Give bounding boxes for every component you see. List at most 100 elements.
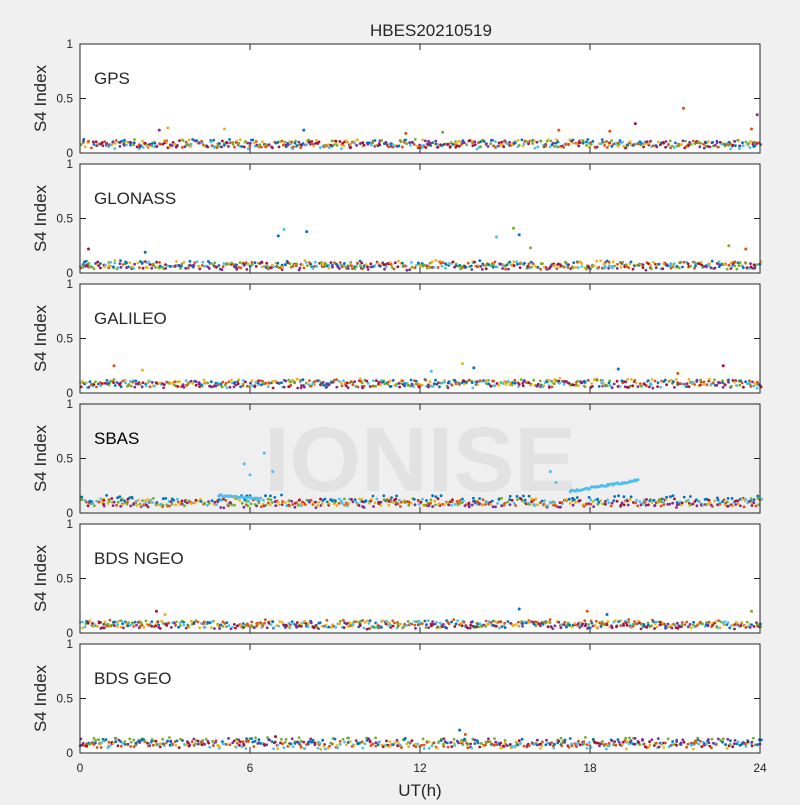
- data-point: [727, 144, 731, 147]
- data-point: [276, 500, 280, 504]
- data-point: [288, 504, 291, 508]
- data-point: [381, 619, 385, 623]
- data-point: [150, 620, 154, 624]
- plot-area: [80, 284, 760, 393]
- data-point: [216, 383, 220, 386]
- data-point: [92, 383, 96, 386]
- data-point: [178, 380, 181, 383]
- data-point: [247, 624, 250, 628]
- data-point: [622, 495, 626, 499]
- data-point: [290, 499, 294, 503]
- data-point: [575, 383, 578, 387]
- data-point: [180, 502, 184, 506]
- data-point: [708, 377, 711, 381]
- data-point: [696, 738, 700, 742]
- data-point: [567, 745, 571, 749]
- data-point: [254, 140, 258, 143]
- data-point: [462, 620, 466, 624]
- data-point: [266, 497, 270, 501]
- data-point: [351, 383, 355, 387]
- data-point-spike: [517, 233, 521, 237]
- data-point: [228, 743, 232, 747]
- data-point: [529, 260, 533, 264]
- data-point: [291, 503, 295, 506]
- data-point: [355, 138, 359, 142]
- data-point: [366, 268, 370, 271]
- data-point: [230, 503, 234, 507]
- data-point: [128, 261, 132, 264]
- data-point: [538, 747, 542, 750]
- data-point: [282, 746, 286, 750]
- data-point: [501, 267, 504, 270]
- data-point: [750, 504, 754, 507]
- data-point: [289, 623, 292, 627]
- data-point: [428, 380, 432, 384]
- data-point: [479, 145, 482, 149]
- data-point: [383, 267, 386, 271]
- data-point: [711, 381, 715, 385]
- data-point: [218, 498, 221, 502]
- data-point: [179, 737, 182, 741]
- data-point: [84, 381, 88, 385]
- data-point: [583, 619, 587, 623]
- data-point: [641, 263, 645, 267]
- data-point: [713, 143, 717, 147]
- data-point: [752, 384, 756, 388]
- data-point: [353, 380, 357, 383]
- data-point: [561, 265, 565, 268]
- data-point: [643, 625, 647, 628]
- data-point: [250, 261, 254, 264]
- data-point: [340, 501, 344, 505]
- data-point: [210, 385, 214, 389]
- data-point: [379, 383, 382, 387]
- data-point: [585, 502, 589, 506]
- data-point: [626, 503, 630, 507]
- data-point: [605, 146, 609, 149]
- data-point: [651, 144, 655, 148]
- data-point-spike: [163, 613, 167, 616]
- data-point: [119, 259, 122, 262]
- data-point: [633, 264, 636, 268]
- data-point: [327, 625, 331, 629]
- data-point: [391, 624, 395, 628]
- data-point: [103, 140, 107, 144]
- data-point: [310, 140, 314, 143]
- data-point: [202, 620, 206, 624]
- data-point: [691, 623, 695, 627]
- scatter-points: [78, 226, 763, 272]
- data-point: [708, 262, 711, 265]
- data-point: [736, 740, 740, 744]
- data-point: [747, 142, 751, 145]
- data-point: [699, 141, 703, 145]
- data-point: [304, 622, 308, 625]
- data-point: [662, 503, 666, 507]
- data-point: [372, 505, 375, 508]
- data-point: [338, 743, 342, 746]
- data-point: [738, 261, 742, 264]
- data-point: [283, 741, 287, 744]
- data-point: [729, 147, 732, 151]
- data-point: [374, 741, 378, 745]
- data-point: [685, 620, 689, 624]
- data-point: [327, 143, 330, 147]
- data-point: [272, 626, 276, 629]
- data-point: [711, 141, 715, 144]
- data-point: [531, 142, 535, 145]
- data-point: [453, 744, 457, 747]
- data-point: [668, 139, 672, 143]
- data-point: [487, 382, 491, 386]
- data-point: [540, 744, 544, 748]
- data-point: [749, 497, 753, 501]
- data-point: [499, 620, 503, 624]
- data-point: [487, 737, 490, 741]
- data-point: [141, 499, 144, 503]
- data-point: [701, 503, 705, 507]
- data-point: [710, 746, 713, 750]
- data-point: [322, 384, 326, 387]
- data-point: [384, 141, 388, 145]
- data-point: [303, 259, 307, 262]
- data-point: [216, 144, 220, 148]
- data-point: [370, 143, 373, 147]
- data-point: [138, 145, 142, 149]
